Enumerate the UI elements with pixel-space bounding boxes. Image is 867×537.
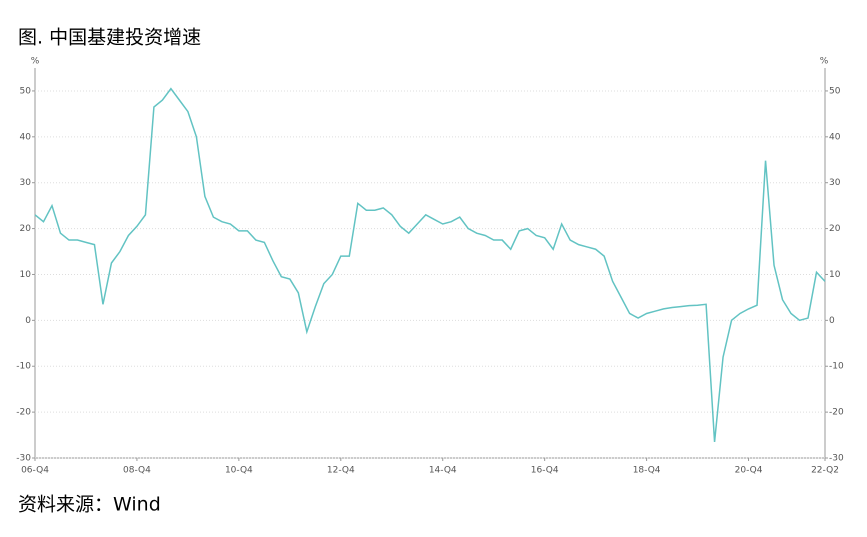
x-tick-label: 08-Q4 xyxy=(123,466,151,476)
y-tick-label: 40 xyxy=(20,132,32,142)
x-tick-label: 12-Q4 xyxy=(327,466,355,476)
y2-tick-label: 30 xyxy=(829,178,841,188)
x-tick-label: 14-Q4 xyxy=(429,466,457,476)
y2-tick-label: -30 xyxy=(829,454,844,464)
y-axis-unit: % xyxy=(31,57,40,67)
y-tick-label: 10 xyxy=(20,270,32,280)
y2-tick-label: 40 xyxy=(829,132,841,142)
y-tick-label: -20 xyxy=(16,408,31,418)
y-tick-label: -10 xyxy=(16,362,31,372)
chart-title: 图. 中国基建投资增速 xyxy=(18,27,201,49)
y-tick-label: 0 xyxy=(25,316,31,326)
line-series xyxy=(34,87,826,443)
y2-tick-label: 50 xyxy=(829,86,841,96)
x-tick-label: 16-Q4 xyxy=(531,466,559,476)
x-tick-label: 20-Q4 xyxy=(735,466,763,476)
y-tick-label: 20 xyxy=(20,224,32,234)
source: 资料来源：Wind xyxy=(18,494,161,516)
y2-tick-label: -20 xyxy=(829,408,844,418)
x-tick-label: 10-Q4 xyxy=(225,466,253,476)
x-tick-label: 06-Q4 xyxy=(21,466,49,476)
y2-tick-label: -10 xyxy=(829,362,844,372)
y2-tick-label: 20 xyxy=(829,224,841,234)
y-tick-label: 50 xyxy=(20,86,32,96)
x-tick-label: 18-Q4 xyxy=(633,466,661,476)
y2-tick-label: 10 xyxy=(829,270,841,280)
y-tick-label: 30 xyxy=(20,178,32,188)
y2-tick-label: 0 xyxy=(829,316,835,326)
y2-axis-unit: % xyxy=(820,57,829,67)
y-tick-label: -30 xyxy=(16,454,31,464)
x-tick-label: 22-Q2 xyxy=(811,466,839,476)
